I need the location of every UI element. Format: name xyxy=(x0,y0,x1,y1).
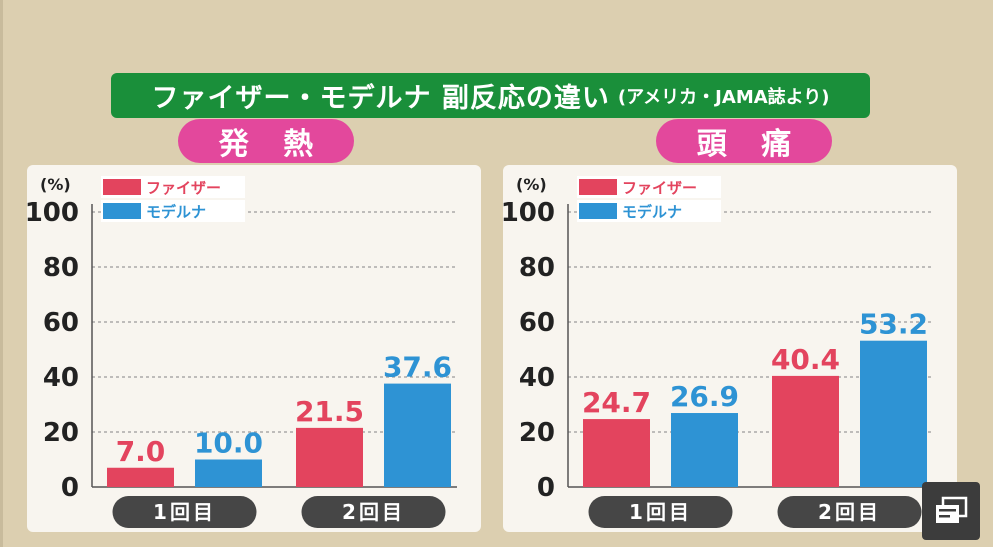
value-label-pfizer-2: 40.4 xyxy=(771,343,840,376)
y-tick-label: 60 xyxy=(43,308,79,338)
bar-pfizer-2 xyxy=(772,375,839,487)
value-label-moderna-2: 53.2 xyxy=(859,308,928,341)
category-label-1: 1回目 xyxy=(153,500,216,524)
category-pill-1 xyxy=(588,496,733,528)
legend-swatch-moderna xyxy=(579,203,617,219)
value-label-pfizer-1: 7.0 xyxy=(116,435,166,468)
value-label-pfizer-1: 24.7 xyxy=(582,386,651,419)
panel-title-headache: 頭 痛 xyxy=(656,119,832,163)
captions-icon xyxy=(936,496,968,523)
category-pill-1 xyxy=(112,496,257,528)
category-label-2: 2回目 xyxy=(818,500,881,524)
value-label-pfizer-2: 21.5 xyxy=(295,395,364,428)
source-note: (アメリカ・JAMA誌より) xyxy=(617,86,830,108)
bar-moderna-1 xyxy=(671,413,738,487)
legend-swatch-pfizer xyxy=(579,179,617,195)
category-label-1: 1回目 xyxy=(629,500,692,524)
bar-pfizer-1 xyxy=(583,419,650,487)
y-tick-label: 80 xyxy=(519,253,555,283)
bar-pfizer-2 xyxy=(296,427,363,487)
y-tick-label: 40 xyxy=(43,363,79,393)
chart-panel-fever: (%) 0 20 40 60 80 100 ファイザーモデルナ 7.0 10.0 1回目 21.5 37… xyxy=(27,165,481,532)
frame-edge xyxy=(0,0,3,547)
legend-label-pfizer: ファイザー xyxy=(622,179,697,197)
bar-moderna-1 xyxy=(195,459,262,487)
chart-panel-headache: (%) 0 20 40 60 80 100 ファイザーモデルナ 24.7 26.9 1回目 40.4 5… xyxy=(503,165,957,532)
y-unit-label: (%) xyxy=(516,175,547,194)
chart-title: ファイザー・モデルナ 副反応の違い xyxy=(151,83,610,114)
y-unit-label: (%) xyxy=(40,175,71,194)
y-tick-label: 0 xyxy=(537,473,555,503)
y-tick-label: 40 xyxy=(519,363,555,393)
bar-moderna-2 xyxy=(384,383,451,487)
y-tick-label: 100 xyxy=(503,198,555,228)
bar-moderna-2 xyxy=(860,340,927,487)
category-pill-2 xyxy=(777,496,922,528)
y-tick-label: 100 xyxy=(27,198,79,228)
legend-label-moderna: モデルナ xyxy=(146,203,206,221)
title-banner: ファイザー・モデルナ 副反応の違い (アメリカ・JAMA誌より) xyxy=(111,73,870,118)
legend-label-pfizer: ファイザー xyxy=(146,179,221,197)
y-tick-label: 20 xyxy=(43,418,79,448)
y-tick-label: 0 xyxy=(61,473,79,503)
y-tick-label: 60 xyxy=(519,308,555,338)
panel-title-fever: 発 熱 xyxy=(178,119,354,163)
legend-label-moderna: モデルナ xyxy=(622,203,682,221)
category-label-2: 2回目 xyxy=(342,500,405,524)
value-label-moderna-1: 26.9 xyxy=(670,380,739,413)
y-tick-label: 20 xyxy=(519,418,555,448)
y-tick-label: 80 xyxy=(43,253,79,283)
legend-swatch-pfizer xyxy=(103,179,141,195)
value-label-moderna-1: 10.0 xyxy=(194,427,263,460)
category-pill-2 xyxy=(301,496,446,528)
value-label-moderna-2: 37.6 xyxy=(383,351,452,384)
captions-button[interactable] xyxy=(922,482,980,540)
legend-swatch-moderna xyxy=(103,203,141,219)
bar-pfizer-1 xyxy=(107,467,174,487)
